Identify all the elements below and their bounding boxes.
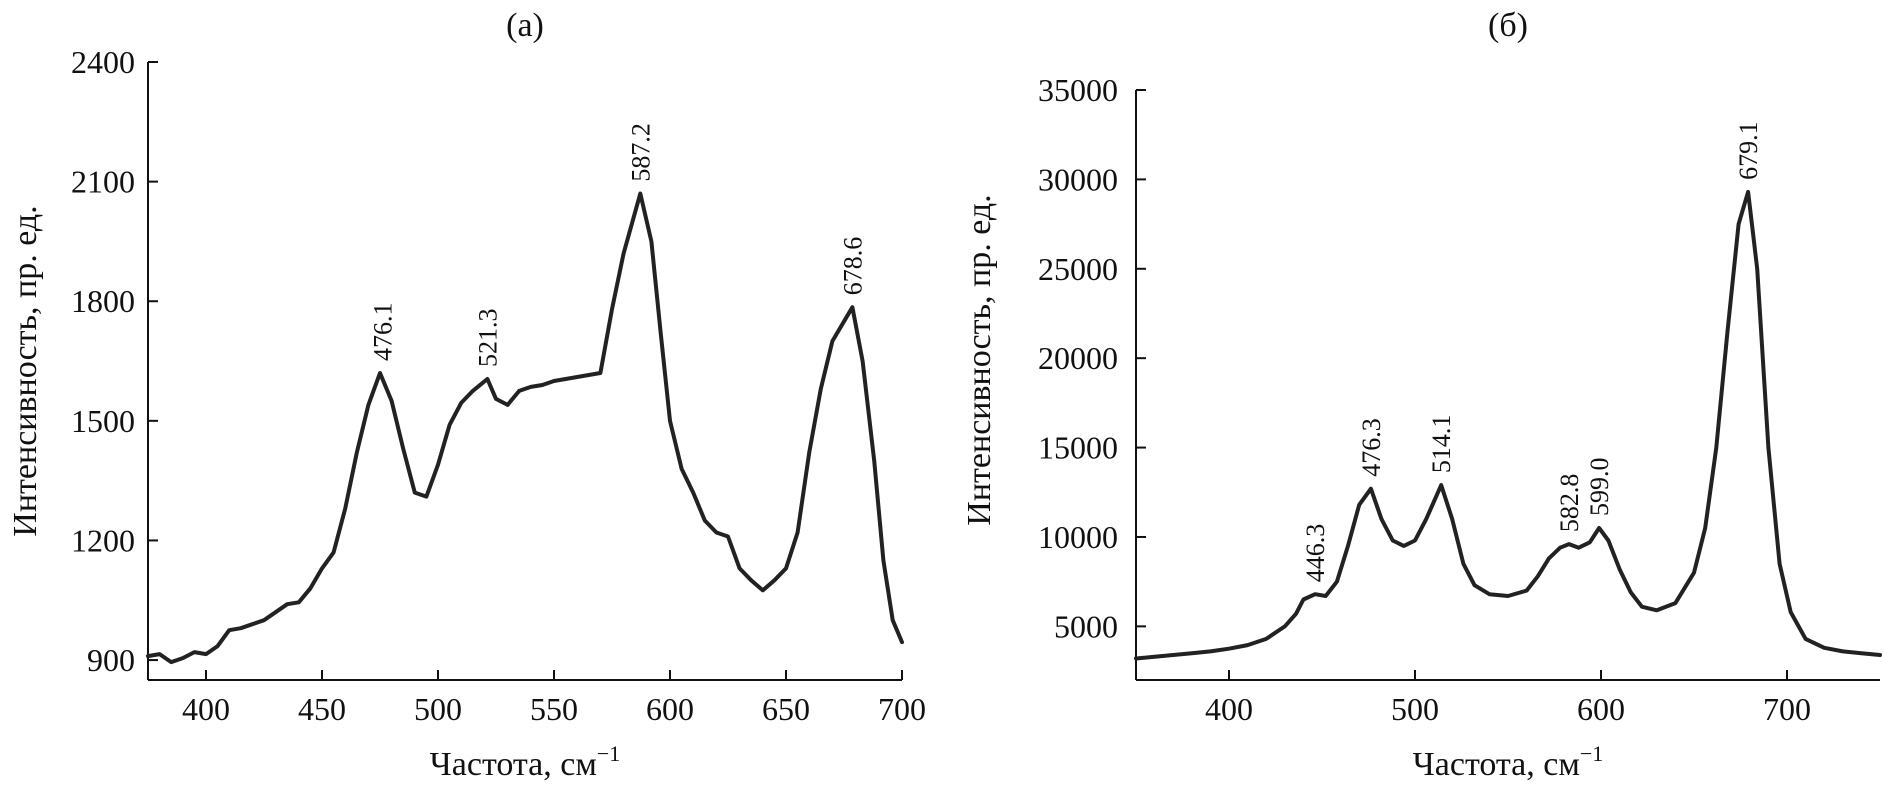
x-tick-label: 400 bbox=[1205, 691, 1253, 727]
y-tick-label: 900 bbox=[87, 642, 135, 678]
x-tick-label: 650 bbox=[762, 691, 810, 727]
peak-label: 514.1 bbox=[1427, 415, 1456, 474]
x-tick-label: 600 bbox=[646, 691, 694, 727]
y-tick-label: 30000 bbox=[1038, 161, 1118, 197]
y-tick-label: 15000 bbox=[1038, 430, 1118, 466]
peak-label: 476.1 bbox=[369, 302, 398, 361]
x-axis-title: Частота, см−1 bbox=[1413, 741, 1604, 783]
y-tick-label: 5000 bbox=[1054, 608, 1118, 644]
x-tick-label: 700 bbox=[1763, 691, 1811, 727]
peak-label: 679.1 bbox=[1734, 121, 1763, 180]
y-tick-label: 20000 bbox=[1038, 340, 1118, 376]
spectrum-line bbox=[146, 191, 904, 665]
x-tick-label: 600 bbox=[1577, 691, 1625, 727]
spectrum-line bbox=[1134, 189, 1882, 661]
y-tick-label: 1500 bbox=[71, 403, 135, 439]
peak-label: 446.3 bbox=[1301, 524, 1330, 583]
peak-label: 599.0 bbox=[1585, 458, 1614, 517]
y-tick-label: 1200 bbox=[71, 522, 135, 558]
x-tick-label: 500 bbox=[1391, 691, 1439, 727]
y-tick-label: 35000 bbox=[1038, 72, 1118, 108]
peak-label: 587.2 bbox=[626, 123, 655, 182]
peak-label: 678.6 bbox=[838, 237, 867, 296]
x-tick-label: 500 bbox=[414, 691, 462, 727]
chart-panel-a: (a) 400 450 500 550 600 650 700 900 1200 1500 1800 2… bbox=[7, 7, 926, 783]
x-axis-title-text: Частота, см bbox=[1413, 746, 1580, 783]
x-axis-title-text: Частота, см bbox=[430, 746, 597, 783]
y-axis-title: Интенсивность, пр. ед. bbox=[7, 205, 44, 536]
peak-label: 521.3 bbox=[473, 308, 502, 367]
y-tick-label: 2100 bbox=[71, 164, 135, 200]
panel-title: (a) bbox=[506, 7, 544, 44]
x-axis-title: Частота, см−1 bbox=[430, 741, 621, 783]
chart-panel-b: (б) 400 500 600 700 5000 10000 15000 20000 25000 3… bbox=[961, 7, 1882, 783]
x-tick-label: 700 bbox=[878, 691, 926, 727]
x-tick-label: 450 bbox=[298, 691, 346, 727]
x-tick-label: 550 bbox=[530, 691, 578, 727]
y-axis-title: Интенсивность, пр. ед. bbox=[961, 194, 998, 525]
y-tick-label: 2400 bbox=[71, 44, 135, 80]
peak-label: 582.8 bbox=[1555, 474, 1584, 533]
x-tick-label: 400 bbox=[182, 691, 230, 727]
peak-label: 476.3 bbox=[1357, 418, 1386, 477]
y-tick-label: 1800 bbox=[71, 283, 135, 319]
y-tick-label: 25000 bbox=[1038, 251, 1118, 287]
x-axis-title-superscript: −1 bbox=[597, 741, 620, 766]
panel-title: (б) bbox=[1488, 7, 1528, 44]
y-tick-label: 10000 bbox=[1038, 519, 1118, 555]
x-axis-title-superscript: −1 bbox=[1580, 741, 1603, 766]
